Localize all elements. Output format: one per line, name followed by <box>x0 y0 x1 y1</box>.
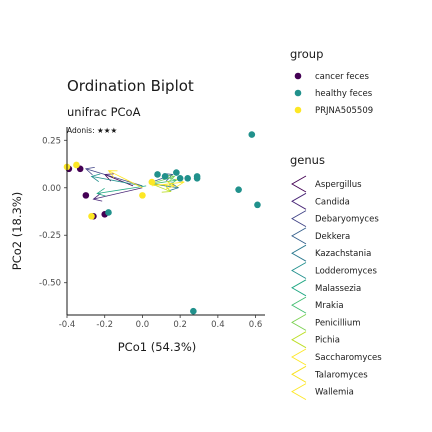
data-point <box>184 174 191 182</box>
arrow-head <box>92 193 103 202</box>
genus-legend-label: Wallemia <box>315 388 354 398</box>
arrow-head <box>107 170 118 179</box>
arrow-shaft <box>93 187 143 200</box>
x-tick-label: 0.0 <box>136 320 150 330</box>
arrow-shaft <box>108 170 143 189</box>
x-tick-label: 0.2 <box>173 320 187 330</box>
group-legend-key <box>294 89 302 97</box>
data-point <box>148 178 156 186</box>
group-legend-key <box>294 106 302 114</box>
genus-legend-label: Lodderomyces <box>315 267 378 277</box>
genus-arrow-candida <box>92 187 143 202</box>
data-point <box>73 161 80 169</box>
data-point <box>105 209 112 216</box>
genus-legend-label: Aspergillus <box>315 180 362 190</box>
x-tick-label: -0.2 <box>96 320 113 330</box>
data-point <box>190 307 197 315</box>
axes: -0.4 -0.2 0.0 0.2 0.4 0.6 0.25 0.00 -0.25 -0.50 <box>39 127 265 330</box>
genus-legend-key <box>291 244 307 262</box>
data-point <box>248 131 256 138</box>
genus-legend-label: Kazachstania <box>315 249 371 259</box>
data-point <box>193 173 201 180</box>
data-point <box>82 192 90 199</box>
genus-legend-key <box>291 296 307 314</box>
arrow-head <box>90 173 101 183</box>
y-tick-label: -0.25 <box>39 231 61 241</box>
genus-legend-key <box>291 331 307 349</box>
arrow-shaft <box>151 181 184 187</box>
group-legend-label: PRJNA505509 <box>315 106 373 116</box>
genus-arrow-talaromyces <box>153 180 176 190</box>
genus-legend-key <box>291 314 307 331</box>
y-tick-label: 0.00 <box>42 184 61 194</box>
group-legend-key <box>294 72 302 80</box>
data-point <box>154 171 161 178</box>
genus-legend-label: Candida <box>315 197 350 207</box>
genus-legend: Aspergillus Candida Debaryomyces Dekkera Kaz… <box>291 175 382 400</box>
data-point <box>235 186 242 193</box>
chart-title: Ordination Biplot <box>67 77 194 95</box>
genus-legend-label: Mrakia <box>315 301 344 311</box>
genus-legend-label: Pichia <box>315 336 340 346</box>
data-point <box>139 192 146 199</box>
x-tick-label: 0.4 <box>211 320 225 330</box>
genus-legend-label: Malassezia <box>315 284 361 294</box>
x-tick-label: -0.4 <box>59 320 76 330</box>
genus-legend-key <box>291 192 307 210</box>
genus-legend-label: Dekkera <box>315 232 350 242</box>
genus-legend-label: Debaryomyces <box>315 215 379 225</box>
chart-subtitle: unifrac PCoA <box>67 105 141 119</box>
data-point <box>161 173 169 180</box>
genus-legend-key <box>291 279 307 297</box>
x-axis-title: PCo1 (54.3%) <box>118 340 196 354</box>
data-point <box>173 169 180 176</box>
data-point <box>254 201 261 209</box>
data-point <box>176 174 184 182</box>
genus-legend-label: Penicillium <box>315 318 361 328</box>
genus-arrow-malassezia <box>96 185 147 197</box>
arrow-head <box>165 174 176 183</box>
arrow-head <box>84 166 95 176</box>
genus-arrow-saccharomyces <box>107 170 143 189</box>
genus-legend-label: Saccharomyces <box>315 353 382 363</box>
x-tick-label: 0.6 <box>249 320 263 330</box>
y-axis-title: PCo2 (18.3%) <box>10 192 24 270</box>
plot-area <box>63 131 261 315</box>
group-legend-label: cancer feces <box>315 72 369 82</box>
arrow-shaft <box>153 183 175 187</box>
arrow-shaft <box>97 185 147 194</box>
genus-legend-key <box>291 348 307 366</box>
arrow-shaft <box>151 179 177 185</box>
y-tick-label: 0.25 <box>42 136 61 146</box>
genus-legend-key <box>291 175 307 193</box>
arrow-head <box>169 182 180 191</box>
genus-legend-key <box>291 210 307 227</box>
group-legend-title: group <box>290 47 323 61</box>
y-tick-label: -0.50 <box>39 279 61 289</box>
data-point <box>88 212 95 220</box>
genus-legend-label: Talaromyces <box>314 370 368 380</box>
genus-legend-title: genus <box>290 153 325 167</box>
genus-legend-key <box>291 227 307 245</box>
arrow-shaft <box>104 174 134 187</box>
arrow-shaft <box>91 175 143 187</box>
arrow-head <box>165 180 176 190</box>
group-legend-label: healthy feces <box>315 89 373 99</box>
genus-legend-key <box>291 262 307 279</box>
adonis-annotation: Adonis: ★★★ <box>67 126 117 135</box>
genus-legend-key <box>291 383 307 400</box>
arrow-head <box>161 184 172 193</box>
group-legend: cancer feces healthy feces PRJNA505509 <box>294 72 373 116</box>
genus-legend-key <box>291 365 307 383</box>
arrow-head <box>96 188 106 197</box>
genus-arrow-lodderomyces <box>90 173 143 187</box>
